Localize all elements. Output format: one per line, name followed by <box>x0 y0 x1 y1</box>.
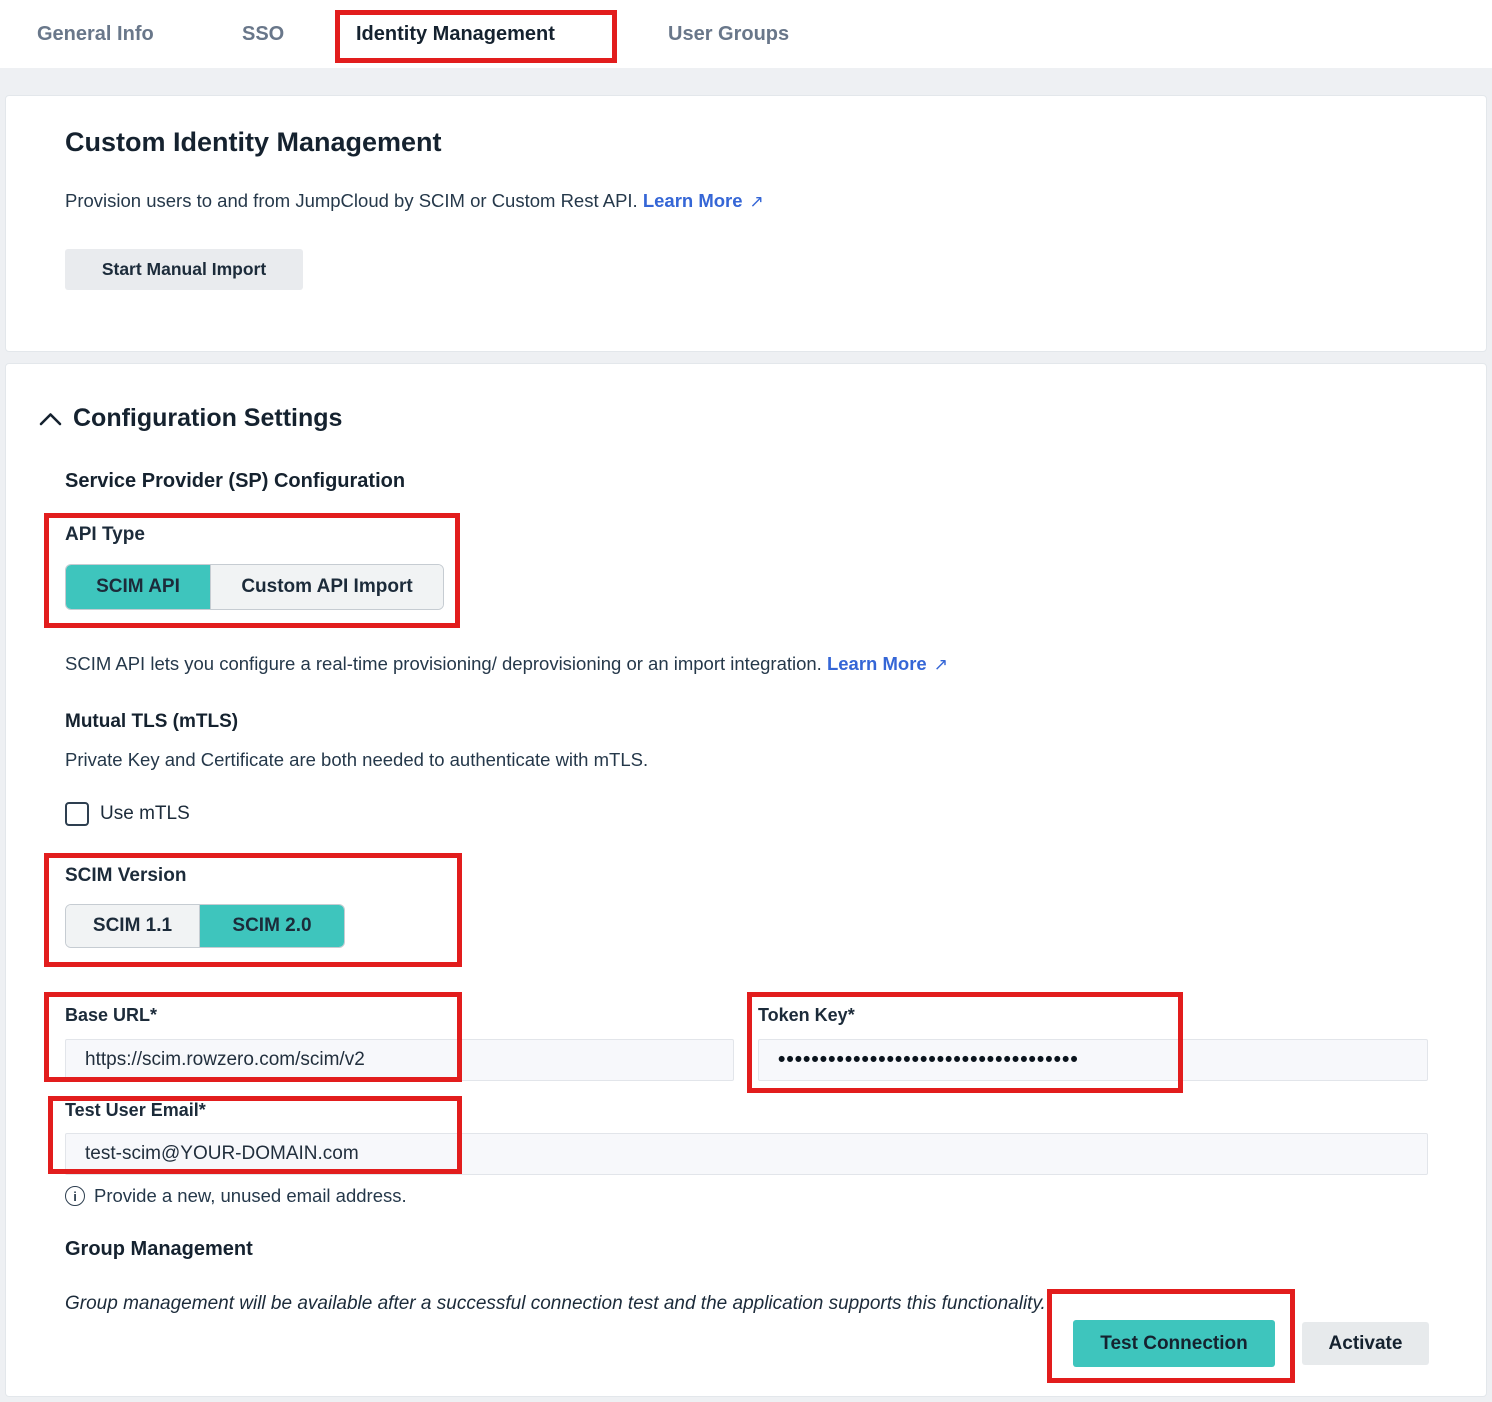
test-user-email-input[interactable]: test-scim@YOUR-DOMAIN.com <box>65 1133 1428 1175</box>
external-link-icon: ↗ <box>933 655 948 674</box>
info-icon: i <box>65 1186 85 1206</box>
configuration-settings-title: Configuration Settings <box>73 404 343 432</box>
token-key-label: Token Key* <box>758 1005 855 1025</box>
api-type-toggle: SCIM API Custom API Import <box>65 564 444 610</box>
scim-api-note: SCIM API lets you configure a real-time … <box>65 653 948 675</box>
tab-identity-management[interactable]: Identity Management <box>356 22 555 45</box>
scim-version-label: SCIM Version <box>65 865 187 886</box>
external-link-icon: ↗ <box>749 192 764 211</box>
token-key-input[interactable]: •••••••••••••••••••••••••••••••••••• <box>758 1039 1428 1081</box>
card-title: Custom Identity Management <box>65 127 442 157</box>
scim-api-note-text: SCIM API lets you configure a real-time … <box>65 653 822 674</box>
email-note-row: i Provide a new, unused email address. <box>65 1185 407 1207</box>
start-manual-import-button[interactable]: Start Manual Import <box>65 249 303 290</box>
email-note-text: Provide a new, unused email address. <box>94 1185 407 1206</box>
group-management-note: Group management will be available after… <box>65 1293 1046 1314</box>
tab-sso[interactable]: SSO <box>242 22 285 45</box>
base-url-input[interactable]: https://scim.rowzero.com/scim/v2 <box>65 1039 734 1081</box>
scim-version-toggle: SCIM 1.1 SCIM 2.0 <box>65 904 345 948</box>
mtls-heading: Mutual TLS (mTLS) <box>65 711 239 732</box>
card-description: Provision users to and from JumpCloud by… <box>65 190 764 212</box>
tab-general-info[interactable]: General Info <box>37 22 154 45</box>
learn-more-link-scim[interactable]: Learn More ↗ <box>826 653 948 674</box>
api-type-option-scim-api[interactable]: SCIM API <box>66 565 210 609</box>
description-text: Provision users to and from JumpCloud by… <box>65 190 638 211</box>
use-mtls-checkbox[interactable] <box>65 802 89 826</box>
learn-more-link[interactable]: Learn More ↗ <box>642 190 764 211</box>
scim-version-option-2-0[interactable]: SCIM 2.0 <box>199 905 344 947</box>
test-connection-button[interactable]: Test Connection <box>1073 1320 1275 1367</box>
configuration-settings-header[interactable]: Configuration Settings <box>39 404 342 433</box>
scim-version-option-1-1[interactable]: SCIM 1.1 <box>66 905 199 947</box>
custom-identity-management-card: Custom Identity Management Provision use… <box>5 95 1487 352</box>
test-user-email-label: Test User Email* <box>65 1100 206 1120</box>
sp-configuration-heading: Service Provider (SP) Configuration <box>65 470 406 492</box>
api-type-label: API Type <box>65 524 145 545</box>
use-mtls-label: Use mTLS <box>100 803 190 824</box>
activate-button[interactable]: Activate <box>1302 1322 1429 1365</box>
tab-bar: General Info SSO Identity Management Use… <box>0 0 1492 68</box>
tab-user-groups[interactable]: User Groups <box>668 22 790 45</box>
configuration-settings-card: Configuration Settings Service Provider … <box>5 363 1487 1397</box>
use-mtls-checkbox-row[interactable]: Use mTLS <box>65 802 190 826</box>
mtls-description: Private Key and Certificate are both nee… <box>65 749 649 770</box>
group-management-heading: Group Management <box>65 1238 253 1260</box>
chevron-up-icon <box>39 412 62 426</box>
api-type-option-custom-api-import[interactable]: Custom API Import <box>210 565 443 609</box>
base-url-label: Base URL* <box>65 1005 158 1025</box>
